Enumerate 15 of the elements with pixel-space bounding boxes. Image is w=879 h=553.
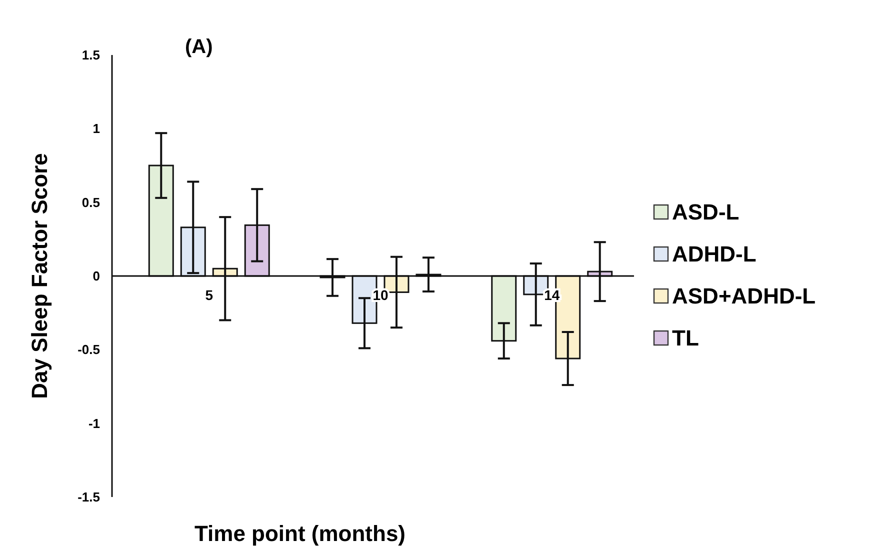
y-tick-label: -1 <box>88 416 100 431</box>
x-tick-label: 5 <box>205 287 214 303</box>
y-axis-title: Day Sleep Factor Score <box>27 153 52 399</box>
y-tick-label: -1.5 <box>78 490 100 505</box>
y-tick-label: 0.5 <box>82 194 100 210</box>
x-axis-title: Time point (months) <box>194 521 406 546</box>
legend-label: TL <box>672 326 699 351</box>
legend-label: ASD-L <box>672 200 740 225</box>
legend-label: ASD+ADHD-L <box>672 284 816 309</box>
y-tick-label: -0.5 <box>78 342 100 358</box>
y-tick-label: 0 <box>92 268 100 284</box>
legend-label: ADHD-L <box>672 242 756 267</box>
annotation: (A) <box>185 36 213 58</box>
y-tick-label: 1.5 <box>82 48 100 63</box>
y-tick-label: 1 <box>92 121 100 136</box>
